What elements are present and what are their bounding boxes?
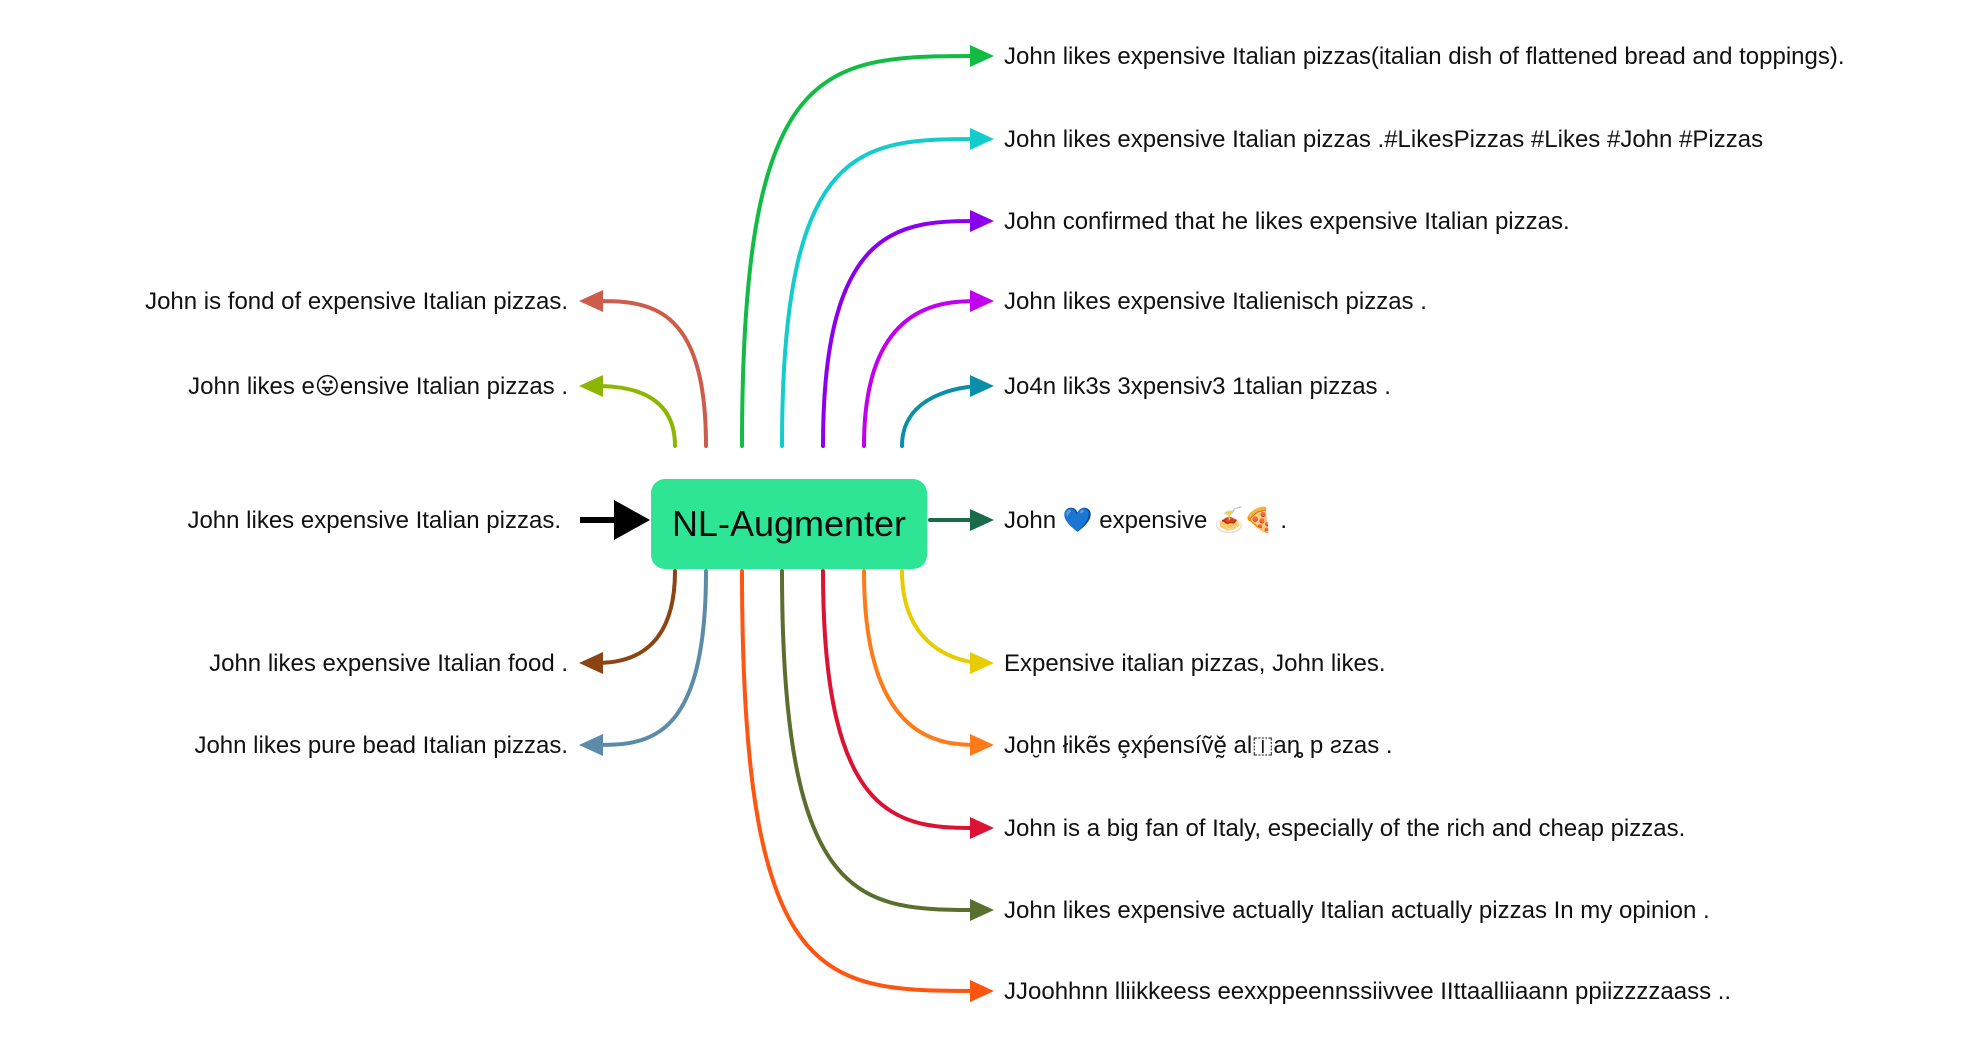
arrowhead-right-10 (970, 980, 994, 1002)
edge-right-0 (740, 54, 982, 448)
output-right-5: John 💙 expensive 🍝🍕 . (1004, 506, 1287, 534)
output-left-3: John likes pure bead Italian pizzas. (194, 732, 568, 759)
edge-left-0 (591, 299, 708, 448)
edge-left-3 (591, 569, 708, 747)
edge-left-1 (591, 384, 677, 448)
edge-left-2 (591, 569, 677, 665)
output-right-0: John likes expensive Italian pizzas(ital… (1004, 43, 1845, 70)
output-right-1: John likes expensive Italian pizzas .#Li… (1004, 126, 1763, 153)
output-right-7: Joḫn łikẽs ȩxṕensíṽḛ̌ al🇮aȵ p ƨzas . (1004, 732, 1393, 759)
edge-right-6 (900, 569, 983, 665)
edge-right-9 (780, 569, 982, 912)
arrowhead-right-3 (970, 290, 994, 312)
labels-layer: John likes expensive Italian pizzas(ital… (145, 43, 1844, 1005)
arrowhead-right-2 (970, 210, 994, 232)
edge-right-10 (740, 569, 982, 993)
output-left-0: John is fond of expensive Italian pizzas… (145, 288, 568, 315)
output-left-2: John likes expensive Italian food . (209, 650, 568, 677)
edge-right-2 (821, 219, 982, 448)
output-right-10: JJoohhnn lliikkeess eexxppeennssiivvee I… (1004, 978, 1731, 1005)
arrowhead-right-0 (970, 45, 994, 67)
arrowhead-right-7 (970, 734, 994, 756)
arrowhead-right-1 (970, 128, 994, 150)
center-node: NL-Augmenter (651, 479, 927, 569)
edge-right-1 (780, 137, 982, 448)
edge-right-3 (862, 299, 982, 448)
arrowhead-right-8 (970, 817, 994, 839)
arrowhead-left-2 (579, 652, 603, 674)
arrowhead-right-5 (970, 509, 994, 531)
edge-right-8 (821, 569, 982, 830)
input-sentence: John likes expensive Italian pizzas. (187, 507, 561, 534)
output-right-3: John likes expensive Italienisch pizzas … (1004, 288, 1427, 315)
arrowhead-left-3 (579, 734, 603, 756)
arrowhead-right-9 (970, 899, 994, 921)
input-arrowhead (614, 500, 650, 540)
arrowhead-left-1 (579, 375, 603, 397)
arrowhead-left-0 (579, 290, 603, 312)
output-right-2: John confirmed that he likes expensive I… (1004, 208, 1570, 235)
output-right-8: John is a big fan of Italy, especially o… (1004, 815, 1685, 842)
arrowhead-right-6 (970, 652, 994, 674)
output-right-9: John likes expensive actually Italian ac… (1004, 897, 1710, 924)
edge-right-4 (900, 384, 983, 448)
output-right-6: Expensive italian pizzas, John likes. (1004, 650, 1386, 677)
center-node-label: NL-Augmenter (672, 503, 906, 544)
edges-layer (579, 45, 994, 1002)
output-right-4: Jo4n lik3s 3xpensiv3 1talian pizzas . (1004, 373, 1391, 400)
arrowhead-right-4 (970, 375, 994, 397)
center-node-box (651, 479, 927, 569)
output-left-1: John likes e😛ensive Italian pizzas . (188, 373, 568, 400)
edge-right-7 (862, 569, 982, 747)
